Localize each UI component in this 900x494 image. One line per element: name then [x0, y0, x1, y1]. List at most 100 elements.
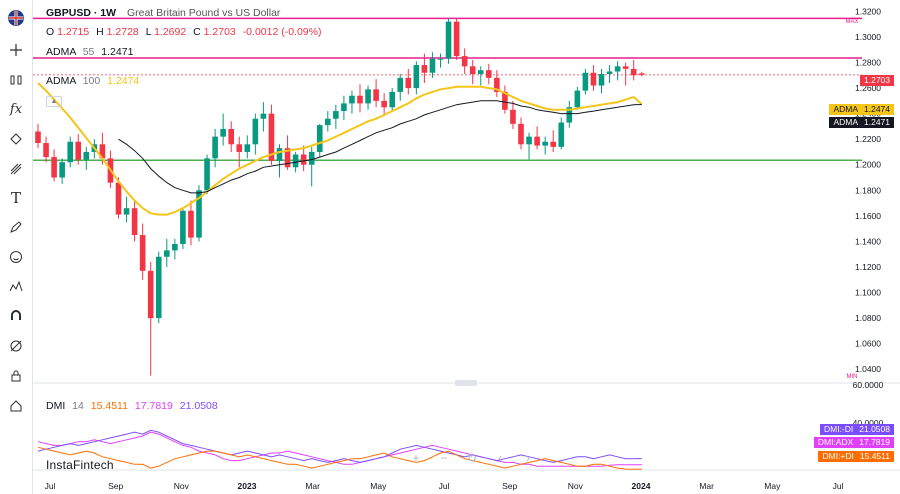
candle: [43, 143, 49, 158]
y-tick-label: 1.1000: [855, 288, 881, 298]
candle: [357, 95, 363, 104]
candle: [99, 144, 106, 159]
x-tick-label: May: [764, 481, 781, 491]
candle: [131, 208, 138, 236]
candle: [51, 157, 57, 178]
forecast-icon[interactable]: [4, 274, 28, 298]
candle: [445, 21, 452, 59]
dmi-v2: 17.7819: [134, 400, 173, 412]
x-tick-label: Jul: [833, 481, 844, 491]
dmi-legend[interactable]: DMI 14 15.4511 17.7819 21.0508: [46, 400, 218, 412]
scroll-right-button[interactable]: ›: [520, 450, 536, 466]
adma55-param: 55: [82, 46, 95, 58]
minus-icon: −: [440, 451, 448, 465]
dmi-minus-value: 21.0508: [859, 424, 890, 434]
adma100-badge-label: ADMA: [833, 104, 858, 114]
measure-icon[interactable]: [4, 334, 28, 358]
symbol-description: Great Britain Pound vs US Dollar: [126, 7, 281, 19]
candle: [502, 91, 508, 110]
candle: [115, 182, 122, 215]
candle: [212, 136, 218, 159]
y-tick-label: 1.3200: [855, 6, 881, 16]
candle: [405, 77, 412, 89]
candle: [574, 90, 581, 108]
candle: [316, 125, 323, 152]
ohlc-h-label: H: [96, 26, 104, 38]
candle: [228, 128, 234, 145]
x-tick-label: Mar: [699, 481, 714, 491]
zoom-out-button[interactable]: −: [436, 450, 452, 466]
candle: [590, 72, 597, 86]
candle: [477, 70, 484, 75]
x-tick-label: Sep: [502, 481, 517, 491]
y-tick-label: 1.0600: [855, 339, 881, 349]
candle: [349, 95, 355, 104]
y-tick-label: 1.2000: [855, 160, 881, 170]
fib-icon[interactable]: fx: [9, 101, 23, 117]
zoom-in-button[interactable]: +: [408, 450, 424, 466]
cursor-cross-icon[interactable]: [4, 38, 28, 62]
ohlc-l: 1.2692: [154, 26, 187, 38]
pattern-icon[interactable]: [4, 127, 28, 151]
x-tick-label: Nov: [174, 481, 190, 491]
dmi-adx-label: DMI:ADX: [817, 437, 854, 447]
candle: [389, 91, 395, 108]
watermark: InstaFintech: [46, 458, 114, 472]
candle: [139, 235, 146, 271]
flag-icon[interactable]: [4, 6, 28, 30]
trend-line-icon[interactable]: [4, 68, 28, 92]
pen-icon[interactable]: [4, 215, 28, 239]
last-price-value: 1.2703: [864, 75, 890, 85]
y-tick-label: 1.3000: [855, 32, 881, 42]
dmi-minus-label: DMI:-DI: [823, 424, 854, 434]
home-icon[interactable]: [4, 394, 28, 418]
symbol-label[interactable]: GBPUSD · 1W: [46, 7, 117, 19]
y-tick-label: 1.2600: [855, 83, 881, 93]
candle: [550, 141, 556, 147]
candle: [35, 131, 41, 144]
x-tick-label: Jul: [439, 481, 450, 491]
magnet-icon[interactable]: [4, 304, 28, 328]
candle: [75, 141, 82, 160]
adma100-legend[interactable]: ADMA 100 1.2474: [46, 75, 139, 87]
candle: [534, 136, 540, 146]
candle: [292, 154, 299, 168]
candle: [188, 210, 194, 238]
candle: [381, 100, 387, 108]
y-tick-label: 1.2800: [855, 58, 881, 68]
pane-resize-handle[interactable]: [455, 380, 477, 386]
x-tick-label: Sep: [108, 481, 123, 491]
plus-icon: +: [412, 451, 420, 465]
adma55-value: 1.2471: [101, 46, 134, 58]
dmi-minus-di-line: [37, 429, 642, 463]
dmi-param: 14: [72, 400, 84, 412]
brush-icon[interactable]: [4, 157, 28, 181]
candle: [598, 74, 605, 86]
candle: [83, 151, 90, 160]
reset-button[interactable]: ↻: [464, 450, 480, 466]
emoji-icon[interactable]: [4, 245, 28, 269]
candle: [308, 151, 315, 165]
ohlc-c: 1.2703: [203, 26, 236, 38]
drawing-toolbar: fx T: [0, 0, 33, 494]
adma100-param: 100: [82, 75, 101, 87]
candle: [453, 21, 460, 57]
candle: [630, 68, 637, 76]
candle: [510, 109, 516, 124]
adma100-value: 1.2474: [107, 75, 140, 87]
candle: [542, 141, 548, 146]
y-tick-label: 1.1200: [855, 262, 881, 272]
lock-icon[interactable]: [4, 364, 28, 388]
dmi-adx-line: [37, 431, 642, 467]
dmi-plus-di-line: [37, 446, 642, 470]
candle: [155, 256, 162, 319]
adma100-name: ADMA: [46, 75, 76, 87]
candle: [196, 190, 202, 238]
text-icon[interactable]: T: [10, 189, 21, 207]
collapse-legend-button[interactable]: ▲: [46, 96, 62, 107]
ohlc-change: -0.0012 (-0.09%): [242, 26, 322, 38]
candle: [413, 65, 420, 89]
adma55-legend[interactable]: ADMA 55 1.2471: [46, 46, 133, 58]
scroll-left-button[interactable]: ‹: [492, 450, 508, 466]
